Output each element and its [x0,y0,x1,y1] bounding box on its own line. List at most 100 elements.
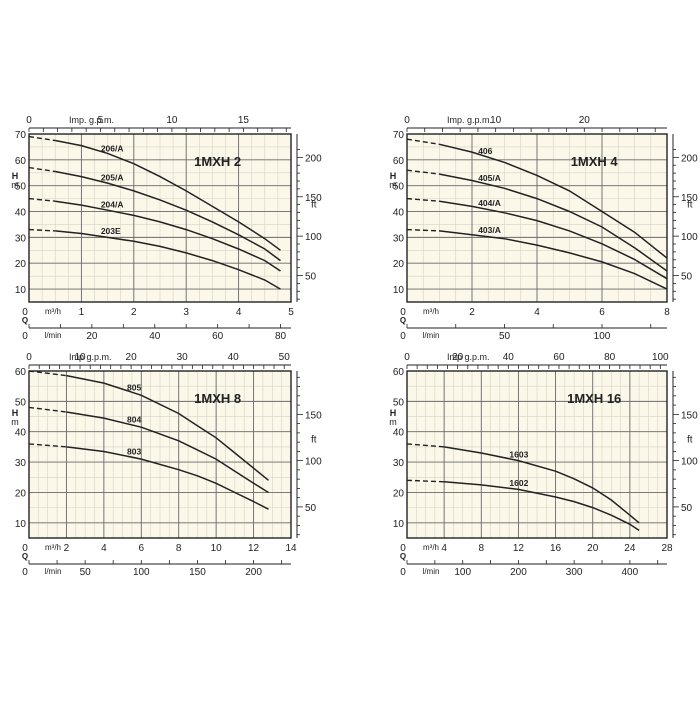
imp-tick-label: 20 [579,115,591,126]
y-tick-label: 70 [393,130,405,141]
x-tick-label: 8 [479,543,485,554]
x-tick-label: 3 [183,307,189,318]
y-axis-label-h: H [390,408,397,418]
y-tick-label: 60 [15,156,27,167]
lmin-tick-label: 50 [499,331,511,342]
minor-grid [28,133,292,303]
x-tick-label: 4 [534,307,540,318]
y-tick-label: 10 [393,519,405,530]
right-axis-tick-label: 50 [681,503,693,514]
imp-tick-label: 40 [503,352,515,363]
right-axis-tick-label: 100 [305,457,322,468]
x-tick-label: 2 [469,307,475,318]
series-line-dashed-403-A [406,228,440,232]
y-tick-label: 30 [393,458,405,469]
series-line-205-A [55,170,281,262]
plot-frame [28,370,292,539]
series-line-403-A [439,230,668,290]
right-axis-tick-label: 100 [305,232,322,243]
lmin-axis-unit: l/min [45,567,62,576]
series-line-1603 [443,446,640,524]
right-axis-tick-label: 150 [305,193,322,204]
x-axis-unit-m3h: m³/h [423,543,439,552]
y-axis-label-m: m [11,417,19,427]
x-axis-unit-m3h: m³/h [45,543,61,552]
imp-tick-label: 50 [279,352,291,363]
right-axis-tick-label: 100 [681,457,698,468]
chart-title: 1MXH 2 [194,154,241,169]
y-tick-label: 60 [15,367,27,378]
right-axis-unit: ft [687,200,693,211]
lmin-tick-label: 0 [400,567,406,578]
chart-title: 1MXH 8 [194,391,241,406]
series-label: 1602 [509,478,528,488]
imp-tick-label: 20 [126,352,138,363]
imp-axis-unit: Imp. g.p.m. [447,115,492,125]
series-line-1602 [444,481,640,532]
series-label: 803 [127,447,141,457]
imp-tick-label: 80 [604,352,616,363]
right-axis-unit: ft [687,434,693,445]
imp-tick-label: 5 [98,115,104,126]
lmin-tick-label: 100 [594,331,611,342]
x-tick-label: 20 [587,543,599,554]
imp-axis-unit: Imp g.p.m. [69,352,112,362]
series-line-dashed-205-A [28,166,56,173]
series-label: 403/A [478,225,501,235]
y-axis-label-m: m [389,417,397,427]
series-line-dashed-1603 [406,443,445,448]
plot-frame [406,133,668,303]
right-axis-tick-label: 50 [681,272,693,283]
lmin-axis-unit: l/min [423,331,440,340]
right-axis-tick-label: 200 [305,153,322,164]
y-tick-label: 20 [393,259,405,270]
lmin-tick-label: 60 [212,331,224,342]
imp-tick-label: 20 [452,352,464,363]
x-axis-unit-m3h: m³/h [45,307,61,316]
imp-tick-label: 15 [238,115,250,126]
series-label: 205/A [101,173,124,183]
imp-axis-unit: Imp. g.p.m. [69,115,114,125]
series-line-406 [439,143,668,259]
imp-axis-unit: Imp g.p.m. [447,352,490,362]
lmin-tick-label: 300 [566,567,583,578]
right-axis-unit: ft [311,200,317,211]
y-tick-label: 50 [393,397,405,408]
series-line-404-A [439,200,668,280]
x-tick-label: 0 [400,543,406,554]
lmin-tick-label: 100 [454,567,471,578]
x-tick-label: 6 [139,543,145,554]
series-label: 404/A [478,198,501,208]
plot-frame [406,370,668,539]
y-tick-label: 20 [15,488,27,499]
chart-title: 1MXH 4 [571,154,619,169]
lmin-axis-unit: l/min [423,567,440,576]
imp-tick-label: 60 [553,352,565,363]
right-axis-tick-label: 100 [681,232,698,243]
x-tick-label: 0 [22,543,28,554]
chart-4: 10 20 30 40 50 60 Hm 50 100 150 ft 0 4 8 12 16 20 24 28 m³/… [389,352,698,578]
x-tick-label: 2 [64,543,70,554]
right-axis-tick-label: 150 [305,410,322,421]
imp-tick-label: 0 [26,115,32,126]
right-axis-unit: ft [311,434,317,445]
q-label: Q [22,552,28,561]
y-tick-label: 30 [15,233,27,244]
series-label: 1603 [509,449,528,459]
y-tick-label: 10 [15,285,27,296]
y-tick-label: 60 [393,156,405,167]
series-line-dashed-406 [406,138,440,145]
lmin-tick-label: 50 [80,567,92,578]
right-axis-tick-label: 150 [681,193,698,204]
y-tick-label: 60 [393,367,405,378]
x-tick-label: 4 [236,307,242,318]
y-tick-label: 40 [393,428,405,439]
x-tick-label: 14 [285,543,297,554]
x-tick-label: 16 [550,543,562,554]
x-tick-label: 0 [22,307,28,318]
x-tick-label: 4 [101,543,107,554]
y-axis-label-h: H [12,408,19,418]
